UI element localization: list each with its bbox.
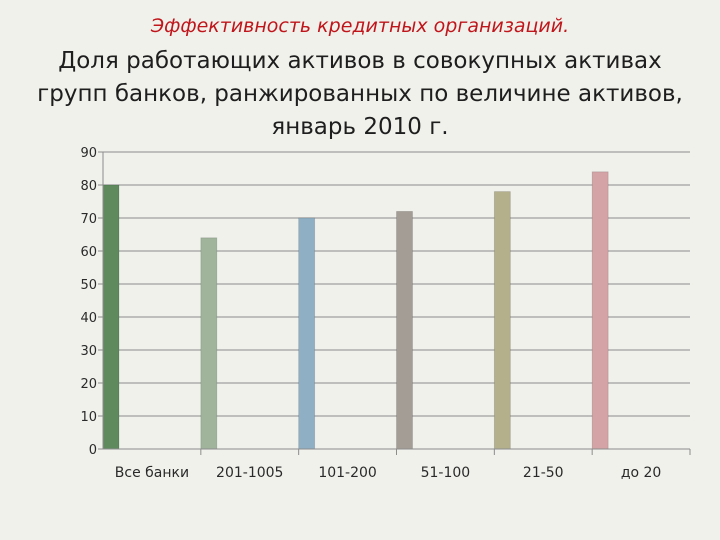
bar-1 [102,184,120,450]
x-tick-label: 51-100 [421,465,471,481]
x-tick-label: Все банки [115,465,189,481]
y-tick-label: 60 [80,245,97,260]
x-tick-label: 201-1005 [216,465,283,481]
y-tick-label: 70 [80,212,97,227]
y-tick-label: 50 [80,278,97,293]
bar-2 [200,237,218,450]
y-tick-label: 40 [80,311,97,326]
x-tick-label: 21-50 [523,465,564,481]
y-tick-label: 10 [80,410,97,425]
y-tick-label: 80 [80,179,97,194]
slide-subtitle: Эффективность кредитных организаций. [150,15,570,37]
y-tick-label: 90 [80,146,97,161]
y-axis-tick-labels: 0 10 20 30 40 50 60 70 80 90 [80,146,97,458]
y-tick-label: 0 [89,443,97,458]
chart-title-line-1: Доля работающих активов в совокупных акт… [58,48,662,74]
x-tick-label: до 20 [621,465,662,481]
axes [98,151,691,455]
bar-6 [591,171,609,450]
bar-4 [396,210,413,450]
y-tick-label: 20 [80,377,97,392]
x-axis-tick-labels: Все банки 201-1005 101-200 51-100 21-50 до 20 [115,465,662,481]
chart-title-line-3: январь 2010 г. [271,114,449,140]
bar-series [102,171,609,450]
bar-3 [298,217,316,450]
chart-title-line-2: групп банков, ранжированных по величине … [37,81,683,107]
y-tick-label: 30 [80,344,97,359]
bar-5 [493,191,511,450]
x-tick-label: 101-200 [318,465,377,481]
